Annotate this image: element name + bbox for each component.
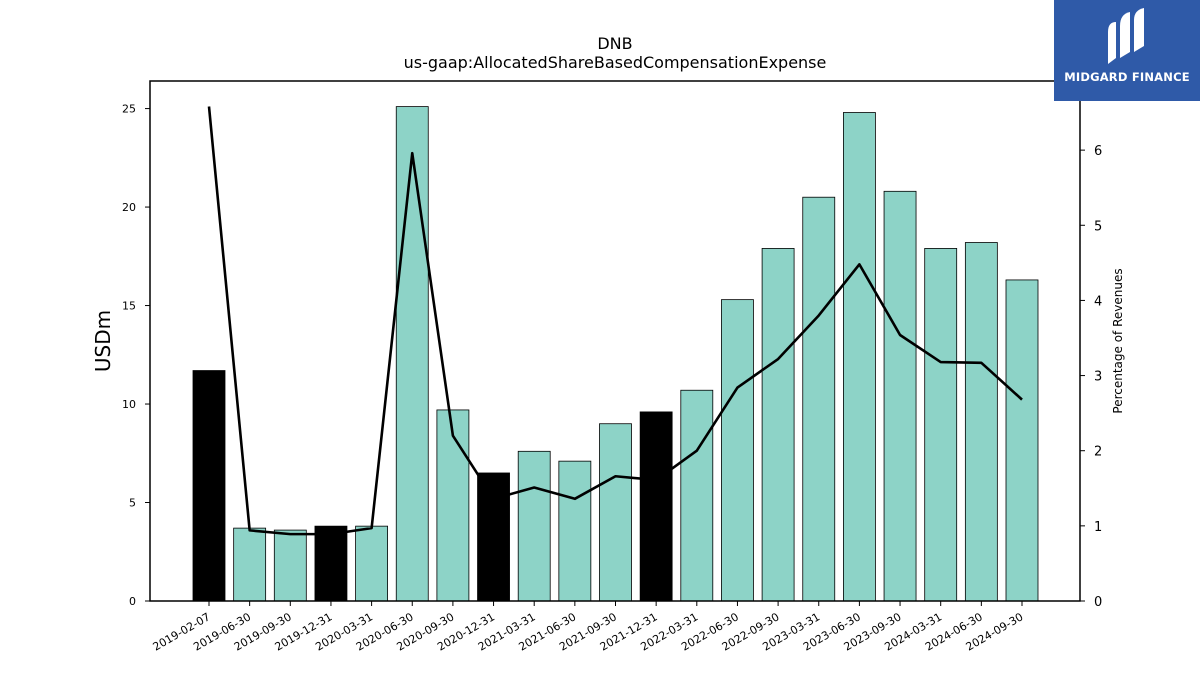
y-tick-label: 25 — [122, 103, 136, 116]
logo-text: MIDGARD FINANCE — [1064, 70, 1190, 84]
y2-tick-label: 6 — [1094, 144, 1102, 159]
line-layer — [207, 106, 1023, 536]
bar — [436, 409, 470, 602]
bar — [721, 299, 754, 602]
bar — [639, 411, 673, 602]
bar — [1005, 279, 1039, 602]
bar — [192, 370, 226, 602]
bar — [680, 389, 714, 602]
bar — [802, 196, 836, 602]
y2-tick-label: 1 — [1094, 520, 1102, 535]
y-tick-label: 20 — [122, 201, 136, 214]
bar — [964, 242, 998, 602]
bar — [477, 472, 510, 602]
percentage-line — [207, 106, 1023, 536]
bar — [517, 450, 551, 602]
y2-tick-label: 5 — [1094, 219, 1102, 234]
midgard-finance-logo: MIDGARD FINANCE — [1054, 0, 1200, 101]
bar — [558, 460, 592, 602]
bar — [273, 529, 307, 602]
y-tick-label: 10 — [122, 398, 136, 411]
bar — [883, 190, 917, 602]
y-tick-label: 0 — [129, 595, 136, 608]
chart-title: DNB — [597, 34, 632, 53]
y2-axis-label: Percentage of Revenues — [1111, 268, 1125, 413]
bar — [314, 525, 348, 602]
y-axis-label: USDm — [91, 310, 115, 372]
bar — [355, 525, 389, 602]
bars-layer — [192, 106, 1039, 602]
y2-tick-label: 0 — [1094, 595, 1102, 610]
bar — [233, 527, 267, 602]
y2-tick-label: 3 — [1094, 370, 1102, 385]
bar — [395, 106, 429, 602]
bar — [599, 423, 632, 602]
midgard-logo-icon — [1108, 8, 1144, 64]
y2-tick-label: 2 — [1094, 445, 1102, 460]
bar — [924, 248, 958, 602]
bar — [761, 248, 795, 602]
chart-subtitle: us-gaap:AllocatedShareBasedCompensationE… — [404, 53, 827, 72]
y2-tick-label: 4 — [1094, 294, 1102, 309]
y-tick-label: 5 — [129, 497, 136, 510]
y-tick-label: 15 — [122, 300, 136, 313]
bar — [843, 112, 876, 602]
